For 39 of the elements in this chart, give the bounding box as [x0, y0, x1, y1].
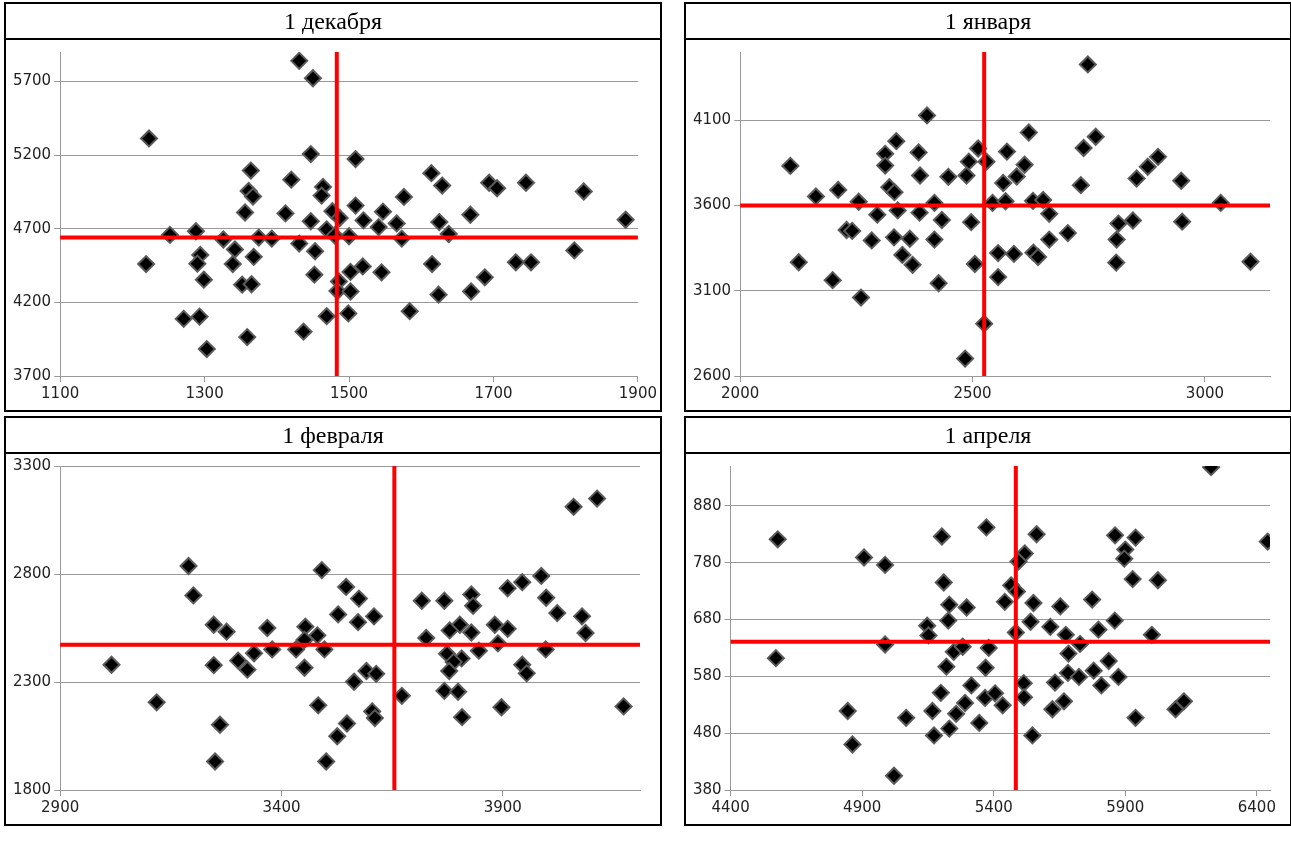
y-tick-label: 4200	[12, 292, 52, 311]
y-tick-label: 880	[692, 495, 722, 514]
x-tick-label: 1700	[474, 383, 513, 402]
chart-title: 1 апреля	[686, 418, 1290, 454]
y-tick-label: 580	[692, 666, 722, 685]
y-tick-label: 3600	[692, 195, 732, 214]
y-tick-label: 680	[692, 609, 722, 628]
x-tick-label: 4400	[711, 797, 750, 816]
x-tick-label: 2500	[953, 383, 992, 402]
x-tick-label: 1900	[618, 383, 658, 402]
x-tick-label: 4900	[843, 797, 882, 816]
x-tick-label: 3900	[483, 797, 522, 816]
x-tick-label: 1500	[329, 383, 369, 402]
y-tick-label: 3700	[12, 365, 52, 384]
x-tick-label: 1300	[185, 383, 224, 402]
y-tick-label: 3300	[12, 455, 52, 474]
y-tick-label: 5200	[12, 144, 52, 163]
y-tick-label: 2300	[12, 671, 52, 690]
y-tick-label: 380	[692, 779, 722, 798]
y-tick-label: 780	[692, 552, 722, 571]
x-tick-label: 5400	[974, 797, 1013, 816]
y-tick-label: 2800	[12, 563, 52, 582]
y-tick-label: 480	[692, 723, 722, 742]
x-tick-label: 5900	[1106, 797, 1145, 816]
y-tick-label: 4700	[12, 218, 52, 237]
y-tick-label: 3100	[692, 280, 732, 299]
x-tick-label: 2000	[721, 383, 760, 402]
y-tick-label: 4100	[692, 110, 732, 129]
x-tick-label: 2900	[41, 797, 80, 816]
chart-title: 1 декабря	[6, 4, 660, 40]
x-tick-label: 3400	[262, 797, 301, 816]
chart-title: 1 февраля	[6, 418, 660, 454]
x-tick-label: 6400	[1237, 797, 1276, 816]
chart-title: 1 января	[686, 4, 1290, 40]
y-tick-label: 1800	[12, 779, 52, 798]
x-tick-label: 1100	[41, 383, 80, 402]
y-tick-label: 2600	[692, 365, 732, 384]
y-tick-label: 5700	[12, 71, 52, 90]
x-tick-label: 3000	[1185, 383, 1225, 402]
